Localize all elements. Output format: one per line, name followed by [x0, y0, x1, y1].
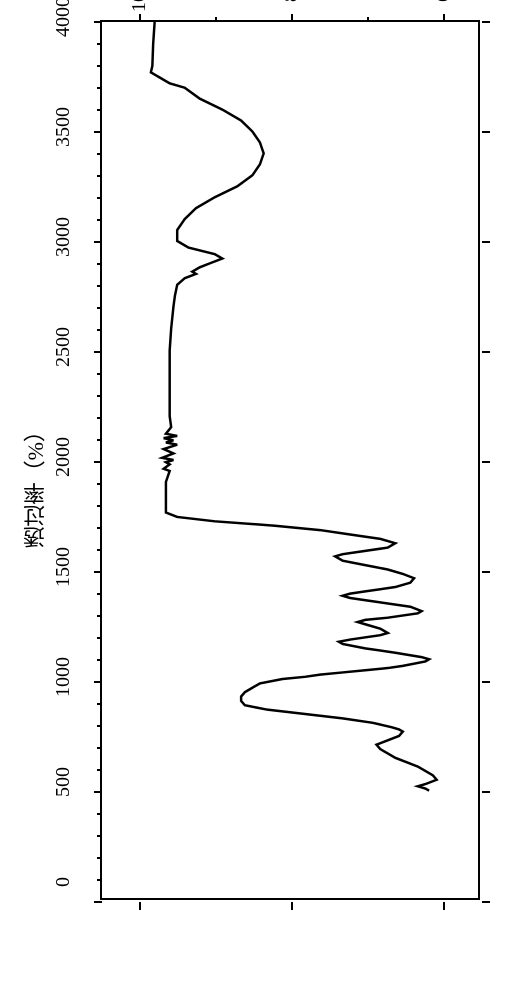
x-tick-label: 2000 — [52, 437, 78, 477]
plot-area: 050010001500200025003000350040006080100 — [100, 20, 480, 900]
x-minor-tick — [97, 637, 102, 639]
y-tick — [291, 902, 293, 910]
x-minor-tick — [97, 153, 102, 155]
y-minor-tick — [367, 17, 369, 22]
x-minor-tick — [97, 527, 102, 529]
x-minor-tick — [97, 879, 102, 881]
x-minor-tick — [97, 769, 102, 771]
x-minor-tick — [97, 285, 102, 287]
x-tick-label: 500 — [52, 767, 78, 797]
x-tick — [94, 681, 102, 683]
x-tick — [94, 131, 102, 133]
x-minor-tick — [97, 43, 102, 45]
x-minor-tick — [97, 505, 102, 507]
x-tick — [94, 571, 102, 573]
x-minor-tick — [97, 109, 102, 111]
spectrum-line — [102, 22, 478, 898]
x-minor-tick — [97, 329, 102, 331]
x-tick — [94, 791, 102, 793]
x-tick-label: 2500 — [52, 327, 78, 367]
x-minor-tick — [97, 175, 102, 177]
x-tick — [482, 571, 490, 573]
x-minor-tick — [97, 549, 102, 551]
x-minor-tick — [97, 417, 102, 419]
x-tick — [482, 21, 490, 23]
x-tick — [94, 901, 102, 903]
y-minor-tick — [215, 17, 217, 22]
x-tick — [482, 241, 490, 243]
x-tick — [482, 901, 490, 903]
x-tick — [482, 681, 490, 683]
x-tick — [94, 21, 102, 23]
x-minor-tick — [97, 703, 102, 705]
x-tick — [482, 461, 490, 463]
y-tick — [443, 14, 445, 22]
x-tick — [482, 791, 490, 793]
x-tick — [94, 461, 102, 463]
y-tick — [443, 902, 445, 910]
x-minor-tick — [97, 747, 102, 749]
x-tick — [94, 241, 102, 243]
x-tick-label: 3000 — [52, 217, 78, 257]
x-minor-tick — [97, 87, 102, 89]
x-minor-tick — [97, 813, 102, 815]
x-tick-label: 1500 — [52, 547, 78, 587]
x-minor-tick — [97, 483, 102, 485]
y-tick-label: 80 — [280, 0, 303, 2]
x-minor-tick — [97, 857, 102, 859]
y-axis-label: 透过率（%） — [20, 420, 52, 548]
x-minor-tick — [97, 219, 102, 221]
x-minor-tick — [97, 659, 102, 661]
y-tick-label: 60 — [432, 0, 455, 2]
x-minor-tick — [97, 835, 102, 837]
x-tick — [94, 351, 102, 353]
x-minor-tick — [97, 197, 102, 199]
x-tick-label: 3500 — [52, 107, 78, 147]
y-tick — [139, 14, 141, 22]
x-minor-tick — [97, 725, 102, 727]
x-tick — [482, 131, 490, 133]
y-tick — [139, 902, 141, 910]
x-tick — [482, 351, 490, 353]
x-minor-tick — [97, 395, 102, 397]
ir-spectrum-chart: 050010001500200025003000350040006080100 … — [20, 20, 511, 980]
x-minor-tick — [97, 65, 102, 67]
x-minor-tick — [97, 263, 102, 265]
x-minor-tick — [97, 373, 102, 375]
x-minor-tick — [97, 439, 102, 441]
y-tick-label: 100 — [128, 0, 151, 12]
x-minor-tick — [97, 615, 102, 617]
x-minor-tick — [97, 307, 102, 309]
x-tick-label: 0 — [52, 877, 78, 887]
x-tick-label: 1000 — [52, 657, 78, 697]
y-tick — [291, 14, 293, 22]
x-tick-label: 4000 — [52, 0, 78, 37]
x-minor-tick — [97, 593, 102, 595]
